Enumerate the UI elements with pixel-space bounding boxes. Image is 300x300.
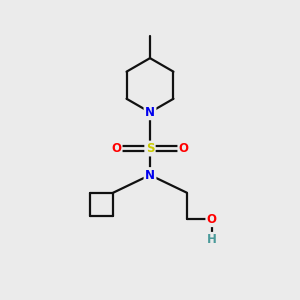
Text: O: O bbox=[179, 142, 189, 155]
Text: N: N bbox=[145, 106, 155, 119]
Text: O: O bbox=[207, 213, 217, 226]
Text: N: N bbox=[145, 169, 155, 182]
Text: S: S bbox=[146, 142, 154, 155]
Text: O: O bbox=[111, 142, 121, 155]
Text: H: H bbox=[207, 233, 217, 246]
